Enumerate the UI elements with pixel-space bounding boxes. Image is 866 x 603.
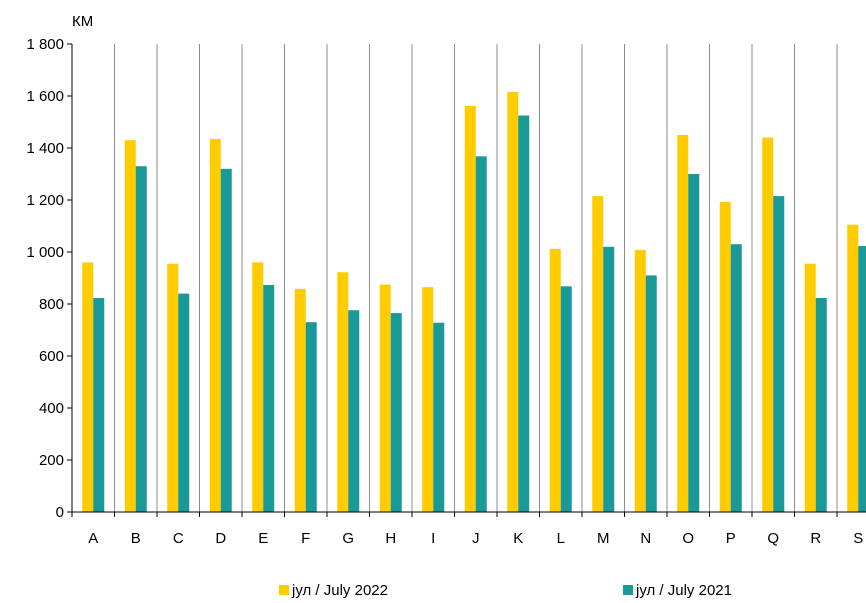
bar-R-series-2 — [815, 298, 827, 512]
bar-M-series-1 — [592, 196, 604, 512]
bar-A-series-2 — [93, 298, 105, 512]
bar-H-series-2 — [390, 313, 402, 512]
bar-D-series-2 — [220, 168, 232, 513]
bar-D-series-1 — [209, 138, 221, 512]
bar-S-series-1 — [847, 224, 859, 512]
bar-Q-series-1 — [762, 137, 774, 512]
bar-L-series-2 — [560, 286, 572, 512]
y-tick-label: 0 — [56, 504, 64, 521]
bar-J-series-2 — [475, 156, 487, 512]
x-tick-label-K: K — [513, 530, 523, 547]
y-tick-label: 800 — [39, 296, 64, 313]
grid-lines — [114, 44, 838, 512]
bar-K-series-2 — [518, 115, 530, 512]
x-tick-label-P: P — [726, 530, 736, 547]
bar-I-series-2 — [433, 322, 445, 512]
y-tick-label: 1 600 — [26, 88, 64, 105]
bar-K-series-1 — [507, 92, 519, 512]
y-tick-label: 1 200 — [26, 192, 64, 209]
x-tick-label-S: S — [853, 530, 863, 547]
bar-R-series-1 — [804, 263, 816, 512]
legend-item-2022: јул / July 2022 — [279, 580, 388, 600]
bar-H-series-1 — [379, 284, 391, 512]
x-tick-label-H: H — [385, 530, 396, 547]
bar-G-series-2 — [348, 310, 360, 512]
bar-C-series-1 — [167, 263, 179, 512]
bar-O-series-2 — [688, 174, 700, 512]
x-tick-label-G: G — [342, 530, 354, 547]
y-unit-label: КМ — [72, 13, 93, 30]
x-tick-label-C: C — [173, 530, 184, 547]
bar-F-series-2 — [305, 322, 317, 512]
x-tick-label-Q: Q — [767, 530, 779, 547]
legend-item-2021: јул / July 2021 — [623, 580, 732, 600]
bar-E-series-1 — [252, 262, 264, 512]
bar-N-series-2 — [645, 275, 657, 512]
bar-Q-series-2 — [773, 196, 785, 512]
x-tick-label-A: A — [88, 530, 98, 547]
axes: 0 200 400 600 800 1 000 1 200 1 400 1 600 1 800 A B… — [26, 36, 866, 547]
legend-label-2021: јул / July 2021 — [636, 581, 732, 599]
bar-B-series-1 — [124, 140, 136, 512]
x-tick-label-E: E — [258, 530, 268, 547]
legend-label-2022: јул / July 2022 — [292, 581, 388, 599]
x-tick-label-R: R — [810, 530, 821, 547]
x-tick-label-B: B — [131, 530, 141, 547]
bar-S-series-2 — [858, 246, 866, 512]
bar-G-series-1 — [337, 272, 349, 512]
bar-E-series-2 — [263, 285, 275, 512]
y-tick-label: 1 800 — [26, 36, 64, 53]
bar-C-series-2 — [178, 293, 190, 512]
x-tick-label-N: N — [640, 530, 651, 547]
bar-M-series-2 — [603, 246, 615, 513]
x-tick-label-D: D — [215, 530, 226, 547]
y-tick-label: 600 — [39, 348, 64, 365]
bar-O-series-1 — [677, 135, 689, 512]
y-tick-label: 400 — [39, 400, 64, 417]
bar-B-series-2 — [135, 166, 147, 512]
bar-P-series-1 — [719, 201, 731, 512]
bar-I-series-1 — [422, 287, 434, 512]
x-tick-label-J: J — [472, 530, 480, 547]
bar-A-series-1 — [82, 262, 94, 512]
bar-P-series-2 — [730, 244, 742, 512]
bar-marks — [82, 92, 866, 513]
x-tick-label-L: L — [557, 530, 565, 547]
bar-N-series-1 — [634, 249, 646, 513]
x-tick-label-I: I — [431, 530, 435, 547]
legend-swatch-2021 — [623, 585, 633, 595]
bar-J-series-1 — [464, 105, 476, 512]
legend-swatch-2022 — [279, 585, 289, 595]
bar-L-series-1 — [549, 248, 561, 512]
bar-F-series-1 — [294, 288, 306, 512]
x-tick-label-O: O — [682, 530, 694, 547]
x-tick-label-F: F — [301, 530, 310, 547]
y-tick-label: 1 000 — [26, 244, 64, 261]
x-tick-label-M: M — [597, 530, 610, 547]
y-tick-label: 200 — [39, 452, 64, 469]
y-tick-label: 1 400 — [26, 140, 64, 157]
